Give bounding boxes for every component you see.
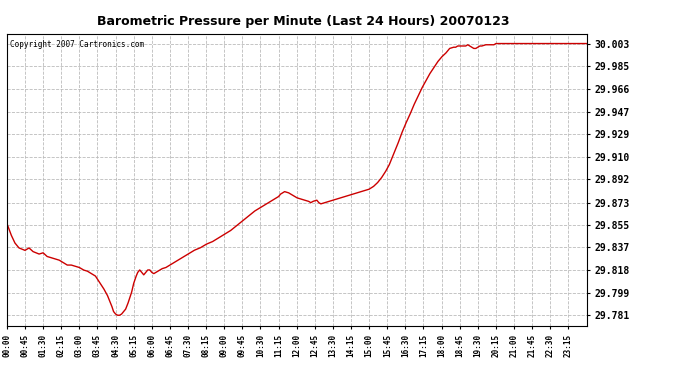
Text: Copyright 2007 Cartronics.com: Copyright 2007 Cartronics.com xyxy=(10,40,144,49)
Text: Barometric Pressure per Minute (Last 24 Hours) 20070123: Barometric Pressure per Minute (Last 24 … xyxy=(97,15,510,28)
